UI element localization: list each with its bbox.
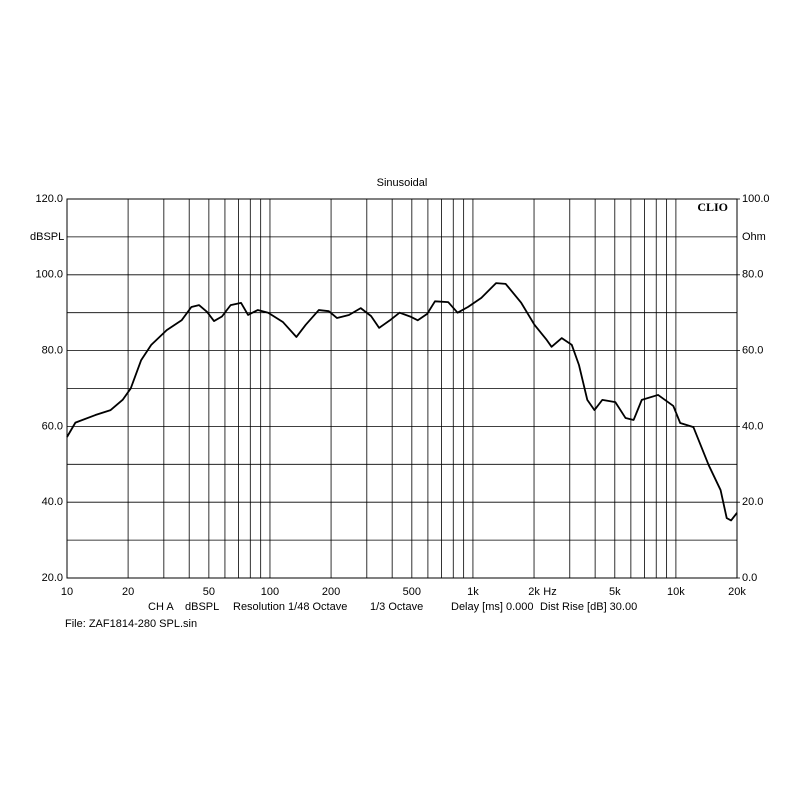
x-tick-label: 10k	[667, 586, 685, 598]
footer-item: 1/3 Octave	[370, 601, 423, 613]
x-tick-label: 500	[403, 586, 421, 598]
footer-item: Resolution 1/48 Octave	[233, 601, 347, 613]
y2-unit: Ohm	[742, 231, 766, 243]
y2-tick-label: 20.0	[742, 496, 763, 508]
y-unit: dBSPL	[30, 231, 64, 243]
y-tick-label: 100.0	[35, 269, 63, 281]
y2-tick-label: 40.0	[742, 420, 763, 432]
x-tick-label: 1k	[467, 586, 479, 598]
x-tick-label: 5k	[609, 586, 621, 598]
y2-tick-label: 60.0	[742, 345, 763, 357]
x-unit: Hz	[543, 586, 556, 598]
x-tick-label: 50	[203, 586, 215, 598]
y2-tick-label: 100.0	[742, 193, 770, 205]
footer-item: dBSPL	[185, 601, 219, 613]
footer-item: Delay [ms] 0.000	[451, 601, 534, 613]
footer-item: Dist Rise [dB] 30.00	[540, 601, 637, 613]
y-tick-label: 20.0	[42, 572, 63, 584]
x-tick-label: 20	[122, 586, 134, 598]
y2-tick-label: 80.0	[742, 269, 763, 281]
response-line	[66, 282, 738, 522]
y-tick-label: 60.0	[42, 420, 63, 432]
chart-title: Sinusoidal	[377, 177, 428, 189]
x-tick-label: 10	[61, 586, 73, 598]
footer-item: CH A	[148, 601, 174, 613]
x-tick-label: 200	[322, 586, 340, 598]
file-name: File: ZAF1814-280 SPL.sin	[65, 618, 197, 630]
x-tick-label: 20k	[728, 586, 746, 598]
plot-frame	[66, 198, 738, 579]
brand: CLIO	[697, 200, 728, 214]
y-tick-label: 80.0	[42, 345, 63, 357]
x-tick-label: 2k	[528, 586, 540, 598]
y-tick-label: 40.0	[42, 496, 63, 508]
y-tick-label: 120.0	[35, 193, 63, 205]
y2-tick-label: 0.0	[742, 572, 757, 584]
x-tick-label: 100	[261, 586, 279, 598]
